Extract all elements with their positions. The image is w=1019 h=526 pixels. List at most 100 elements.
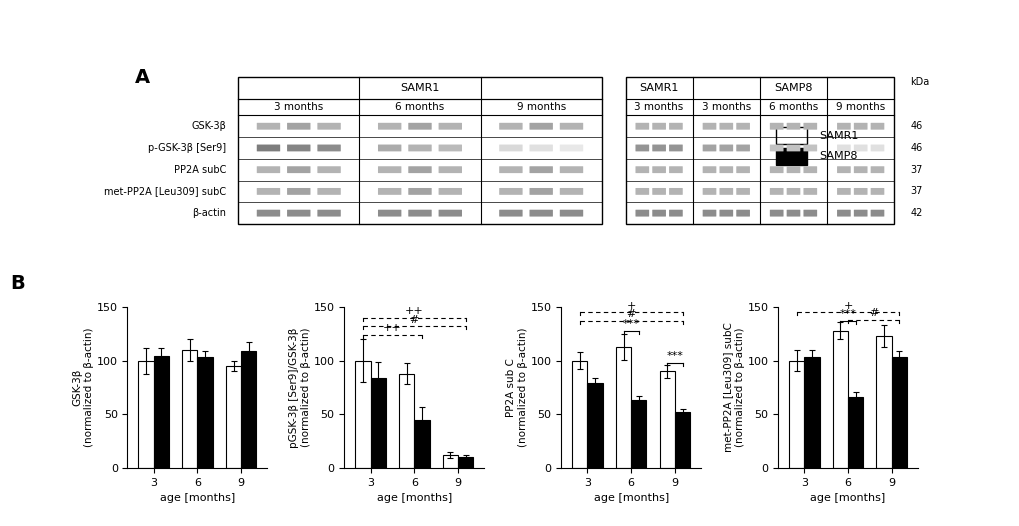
FancyBboxPatch shape (257, 145, 280, 151)
Text: SAMR1: SAMR1 (399, 83, 439, 93)
FancyBboxPatch shape (736, 123, 749, 130)
FancyBboxPatch shape (635, 188, 648, 195)
Bar (182, 350, 198, 468)
Bar (139, 361, 154, 468)
FancyBboxPatch shape (559, 188, 583, 195)
FancyBboxPatch shape (317, 210, 340, 217)
FancyBboxPatch shape (786, 166, 800, 173)
FancyBboxPatch shape (559, 145, 583, 151)
FancyBboxPatch shape (408, 145, 431, 151)
FancyBboxPatch shape (718, 166, 733, 173)
Bar (659, 371, 675, 468)
Text: +: + (626, 301, 635, 311)
FancyBboxPatch shape (702, 123, 715, 130)
Text: 42: 42 (909, 208, 921, 218)
Text: 3 months: 3 months (634, 102, 683, 112)
FancyBboxPatch shape (702, 210, 715, 217)
Text: 37: 37 (909, 186, 921, 196)
Y-axis label: PP2A sub C
(normalized to β-actin): PP2A sub C (normalized to β-actin) (505, 328, 527, 447)
FancyBboxPatch shape (378, 188, 401, 195)
Bar (458, 458, 473, 468)
Bar (847, 397, 862, 468)
Text: β-actin: β-actin (193, 208, 226, 218)
Y-axis label: GSK-3β
(normalized to β-actin): GSK-3β (normalized to β-actin) (72, 328, 94, 447)
FancyBboxPatch shape (257, 166, 280, 173)
Bar (154, 356, 169, 468)
FancyBboxPatch shape (408, 188, 431, 195)
Text: SAMR1: SAMR1 (818, 131, 858, 141)
FancyBboxPatch shape (837, 166, 850, 173)
Bar (414, 420, 429, 468)
FancyBboxPatch shape (718, 145, 733, 151)
Text: 9 months: 9 months (516, 102, 566, 112)
Text: 3 months: 3 months (274, 102, 323, 112)
FancyBboxPatch shape (736, 145, 749, 151)
Bar (832, 330, 847, 468)
FancyBboxPatch shape (498, 210, 522, 217)
FancyBboxPatch shape (769, 145, 783, 151)
Bar (225, 366, 240, 468)
Y-axis label: met-PP2A [Leu309] subC
(normalized to β-actin): met-PP2A [Leu309] subC (normalized to β-… (722, 322, 744, 452)
FancyBboxPatch shape (668, 166, 682, 173)
Text: #: # (626, 309, 635, 319)
FancyBboxPatch shape (702, 188, 715, 195)
Text: kDa: kDa (909, 77, 928, 87)
Bar (398, 373, 414, 468)
FancyBboxPatch shape (786, 188, 800, 195)
FancyBboxPatch shape (559, 123, 583, 130)
FancyBboxPatch shape (702, 166, 715, 173)
FancyBboxPatch shape (668, 123, 682, 130)
Y-axis label: pGSK-3β [Ser9]/GSK-3β
(normalized to β-actin): pGSK-3β [Ser9]/GSK-3β (normalized to β-a… (289, 327, 311, 448)
FancyBboxPatch shape (378, 166, 401, 173)
FancyBboxPatch shape (769, 188, 783, 195)
FancyBboxPatch shape (529, 145, 552, 151)
FancyBboxPatch shape (870, 188, 883, 195)
Bar (804, 357, 819, 468)
FancyBboxPatch shape (853, 188, 867, 195)
Text: PP2A subC: PP2A subC (174, 165, 226, 175)
FancyBboxPatch shape (803, 145, 816, 151)
FancyBboxPatch shape (317, 123, 340, 130)
FancyBboxPatch shape (718, 210, 733, 217)
FancyBboxPatch shape (803, 210, 816, 217)
FancyBboxPatch shape (702, 145, 715, 151)
FancyBboxPatch shape (498, 188, 522, 195)
Text: GSK-3β: GSK-3β (192, 121, 226, 132)
Bar (675, 412, 690, 468)
FancyBboxPatch shape (870, 145, 883, 151)
FancyBboxPatch shape (736, 166, 749, 173)
Text: met-PP2A [Leu309] subC: met-PP2A [Leu309] subC (104, 186, 226, 196)
Bar (587, 383, 602, 468)
FancyBboxPatch shape (668, 188, 682, 195)
Bar (198, 357, 213, 468)
FancyBboxPatch shape (408, 166, 431, 173)
FancyBboxPatch shape (408, 210, 431, 217)
FancyBboxPatch shape (317, 188, 340, 195)
Bar (355, 361, 370, 468)
FancyBboxPatch shape (498, 123, 522, 130)
Text: #: # (868, 308, 877, 318)
Text: ++: ++ (405, 306, 423, 316)
FancyBboxPatch shape (257, 123, 280, 130)
FancyBboxPatch shape (317, 145, 340, 151)
Text: 46: 46 (909, 121, 921, 132)
FancyBboxPatch shape (286, 210, 310, 217)
Text: SAMP8: SAMP8 (773, 83, 812, 93)
FancyBboxPatch shape (853, 166, 867, 173)
FancyBboxPatch shape (317, 166, 340, 173)
Text: ++: ++ (383, 323, 401, 333)
FancyBboxPatch shape (635, 166, 648, 173)
FancyBboxPatch shape (378, 145, 401, 151)
FancyBboxPatch shape (769, 166, 783, 173)
FancyBboxPatch shape (498, 166, 522, 173)
FancyBboxPatch shape (870, 210, 883, 217)
X-axis label: age [months]: age [months] (160, 493, 234, 503)
FancyBboxPatch shape (718, 123, 733, 130)
Text: +: + (843, 301, 852, 311)
Bar (370, 378, 385, 468)
Bar (789, 361, 804, 468)
X-axis label: age [months]: age [months] (376, 493, 451, 503)
FancyBboxPatch shape (837, 123, 850, 130)
FancyBboxPatch shape (786, 123, 800, 130)
FancyBboxPatch shape (853, 123, 867, 130)
